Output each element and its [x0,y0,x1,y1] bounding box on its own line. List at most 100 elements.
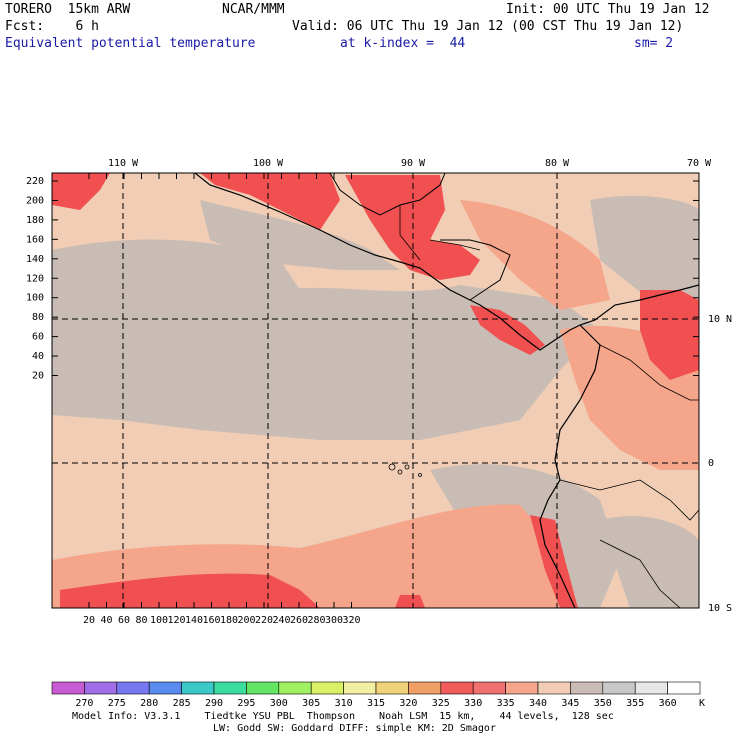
colorbar-swatch [375,681,409,695]
y-tick-label: 20 [32,371,44,382]
y-tick-label: 100 [26,293,44,304]
forecast-hour: Fcst: 6 h [5,19,99,34]
colorbar-swatch [537,681,571,695]
y-tick-label: 40 [32,351,44,362]
y-tick-label: 120 [26,273,44,284]
galapagos-island [388,463,396,471]
x-tick-label: 120 [167,615,185,626]
init-time: Init: 00 UTC Thu 19 Jan 12 [506,2,710,17]
map-field [52,173,699,608]
smoothing-label: sm= 2 [634,36,674,51]
x-grid-ticks: 20 40 60 80 100 120 140 160 180 200 220 240 260 280 30… [83,173,361,626]
colorbar-label: 290 [205,698,223,708]
x-tick-label: 20 [83,615,95,626]
colorbar-swatch [116,681,150,695]
y-tick-label: 140 [26,254,44,265]
field-red-mexico [200,173,340,230]
y-tick-label: 180 [26,215,44,226]
colorbar-swatch [213,681,247,695]
y-grid-ticks: 220 200 180 160 140 120 100 80 60 40 20 [26,176,699,382]
physics-info: LW: Godd SW: Goddard DIFF: simple KM: 2D… [213,723,496,734]
latitude-label: 0 [708,458,714,469]
field-red-southwest [60,573,320,608]
colorbar-label: 350 [594,698,612,708]
field-gray-southeast [600,516,699,608]
field-red-nw [52,173,110,210]
colorbar-swatch [408,681,442,695]
coastline-pacific [194,173,699,351]
colorbar-label: 335 [497,698,515,708]
y-tick-label: 220 [26,176,44,187]
coastline-caribbean [440,239,511,301]
x-tick-label: 280 [307,615,325,626]
longitude-label: 110 W [108,158,139,169]
longitude-label: 100 W [253,158,284,169]
colorbar-label: 280 [140,698,158,708]
colorbar-swatch [84,681,118,695]
level-label: at k-index = 44 [340,36,466,51]
colorbar-swatch [602,681,636,695]
field-gray-caribbean [590,195,699,300]
field-red-venezuela [640,290,699,380]
colorbar-swatch [148,681,182,695]
x-tick-label: 100 [150,615,168,626]
colorbar-swatch [634,681,668,695]
y-tick-label: 60 [32,332,44,343]
border-peru-brazil [599,539,681,608]
model-info: Model Info: V3.3.1 Tiedtke YSU PBL Thomp… [72,711,614,722]
colorbar-label: 355 [626,698,644,708]
x-tick-label: 200 [237,615,255,626]
field-red-peru [530,515,578,608]
colorbar-swatch [570,681,604,695]
longitude-label: 90 W [401,158,426,169]
coastline-southamerica [539,324,601,608]
field-gray-band-coast [200,200,400,270]
x-tick-label: 220 [255,615,273,626]
field-red-costarica [470,305,545,355]
colorbar-swatch [181,681,215,695]
x-tick-label: 300 [325,615,343,626]
y-tick-label: 200 [26,195,44,206]
colorbar-label: 285 [173,698,191,708]
longitude-label: 80 W [545,158,570,169]
x-tick-label: 260 [290,615,308,626]
field-red-small [395,595,425,608]
colorbar-label: 320 [399,698,417,708]
colorbar-label: 275 [108,698,126,708]
colorbar-label: 300 [270,698,288,708]
x-tick-label: 160 [202,615,220,626]
colorbar-unit: K [699,698,705,708]
x-tick-label: 240 [272,615,290,626]
colorbar-swatch [310,681,344,695]
field-name: Equivalent potential temperature [5,36,256,51]
x-tick-label: 60 [118,615,130,626]
x-tick-label: 180 [220,615,238,626]
colorbar-label: 325 [432,698,450,708]
colorbar-swatch [505,681,539,695]
colorbar-swatch [667,681,701,695]
colorbar-label: 315 [367,698,385,708]
colorbar-label: 310 [335,698,353,708]
colorbar-label: 270 [75,698,93,708]
colorbar-swatch [278,681,312,695]
field-gray-band [52,285,600,440]
border-colombia [599,344,699,401]
colorbar-label: 295 [237,698,255,708]
border-ecuador-peru [559,479,699,521]
latitude-label: 10 S [708,603,732,614]
latitude-label: 10 N [708,314,732,325]
field-gray-band-upper [52,239,300,300]
colorbar-swatch [472,681,506,695]
x-tick-label: 140 [185,615,203,626]
field-salmon-caribbean [460,200,610,310]
center-label: NCAR/MMM [222,2,285,17]
colorbar: 270 275 280 285 290 295 300 305 310 315 320 325 330 3… [51,681,705,708]
border-guatemala [399,205,421,261]
x-tick-label: 320 [342,615,360,626]
x-tick-label: 80 [135,615,147,626]
longitude-label: 70 W [687,158,712,169]
colorbar-swatch [51,681,85,695]
y-tick-label: 160 [26,234,44,245]
colorbar-swatch [343,681,377,695]
